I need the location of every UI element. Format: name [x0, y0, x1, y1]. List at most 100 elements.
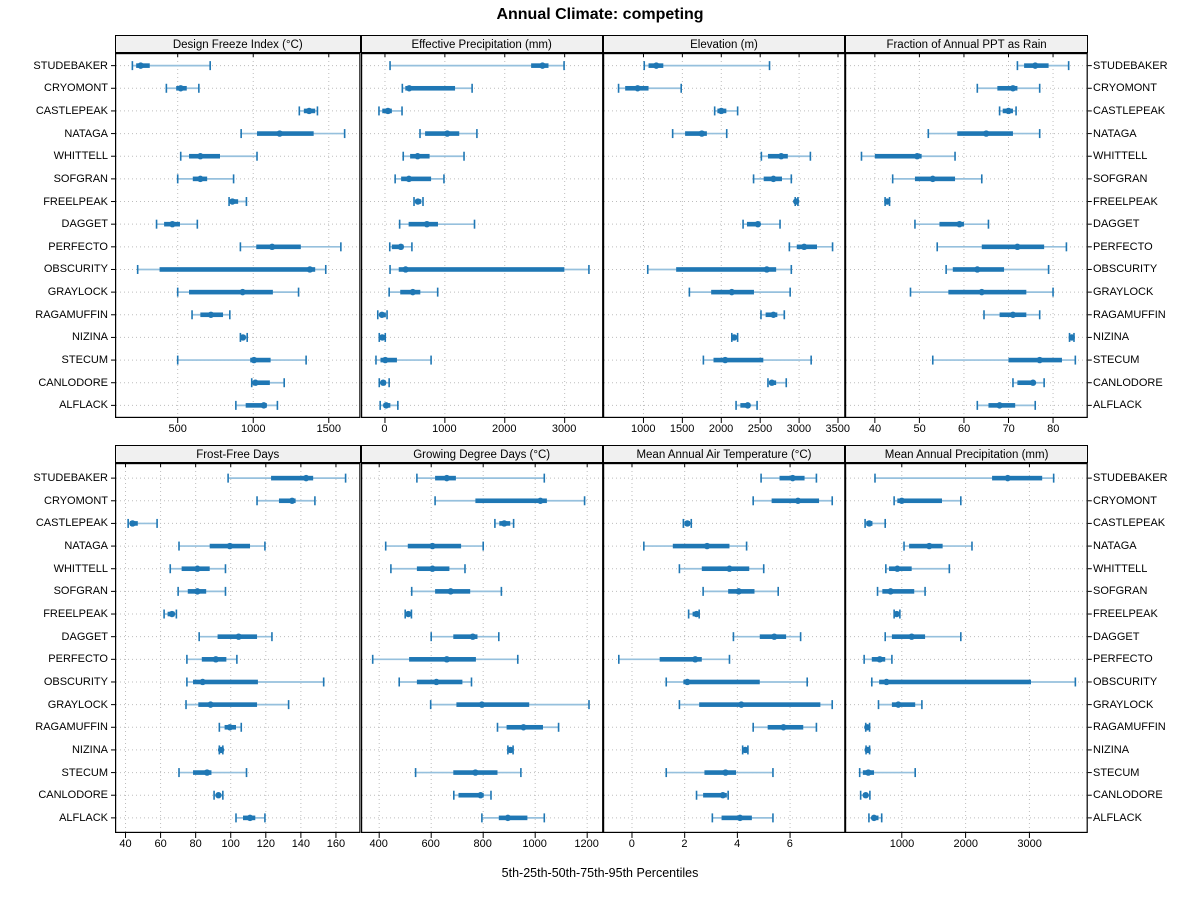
series-perfecto [603, 654, 845, 664]
series-stecum [846, 355, 1087, 365]
panel-header-frost-free-days: Frost-Free Days [115, 445, 361, 463]
site-label-right-sofgran: SOFGRAN [1093, 585, 1148, 598]
series-nataga [116, 541, 360, 551]
site-label-right-studebaker: STUDEBAKER [1093, 59, 1168, 72]
tick-label: 1500 [669, 423, 695, 435]
site-label-left-castlepeak: CASTLEPEAK [35, 104, 108, 117]
series-dagget [603, 219, 845, 229]
site-label-left-obscurity: OBSCURITY [43, 263, 108, 276]
tick-label: 600 [421, 838, 440, 850]
panel-header-effective-precipitation-mm: Effective Precipitation (mm) [360, 35, 603, 53]
site-label-right-canlodore: CANLODORE [1093, 789, 1163, 802]
series-sofgran [116, 586, 360, 596]
series-perfecto [361, 654, 602, 664]
series-obscurity [361, 264, 602, 274]
panel-header-mean-annual-precipitation-mm: Mean Annual Precipitation (mm) [845, 445, 1088, 463]
site-label-left-canlodore: CANLODORE [38, 376, 108, 389]
series-obscurity [116, 264, 360, 274]
series-castlepeak [116, 518, 360, 528]
series-cryomont [361, 83, 602, 93]
site-label-left-stecum: STECUM [61, 766, 108, 779]
series-alflack [603, 400, 845, 410]
tick-label: 1000 [631, 423, 656, 435]
site-label-left-dagget: DAGGET [61, 218, 108, 231]
series-studebaker [116, 61, 360, 71]
site-label-right-nataga: NATAGA [1093, 127, 1137, 140]
series-alflack [116, 400, 360, 410]
site-label-right-alflack: ALFLACK [1093, 811, 1142, 824]
series-nataga [361, 541, 602, 551]
tick-label: 40 [119, 838, 132, 850]
series-sofgran [603, 586, 845, 596]
tick-label: 80 [189, 838, 202, 850]
series-stecum [603, 768, 845, 778]
series-graylock [846, 287, 1087, 297]
site-label-left-nataga: NATAGA [64, 540, 108, 553]
tick-label: 1000 [889, 838, 915, 850]
panel-plot-frost-free-days [111, 463, 361, 838]
tick-label: 3000 [1017, 838, 1042, 850]
site-label-left-freelpeak: FREELPEAK [43, 608, 108, 621]
series-cryomont [116, 83, 360, 93]
series-cryomont [361, 496, 602, 506]
series-dagget [361, 632, 602, 642]
series-sofgran [361, 586, 602, 596]
tick-label: 160 [326, 838, 346, 850]
site-label-right-canlodore: CANLODORE [1093, 376, 1163, 389]
series-dagget [846, 219, 1087, 229]
series-graylock [603, 700, 845, 710]
tick-label: 1000 [522, 838, 547, 850]
site-label-left-sofgran: SOFGRAN [53, 172, 108, 185]
tick-label: 2000 [708, 423, 734, 435]
series-stecum [116, 355, 360, 365]
series-graylock [116, 700, 360, 710]
site-label-left-perfecto: PERFECTO [48, 653, 108, 666]
panel-plot-effective-precipitation-mm [360, 53, 603, 423]
site-label-left-dagget: DAGGET [61, 630, 108, 643]
site-label-right-graylock: GRAYLOCK [1093, 286, 1154, 299]
series-ragamuffin [116, 310, 360, 320]
series-dagget [116, 219, 360, 229]
site-label-left-alflack: ALFLACK [59, 811, 108, 824]
series-nataga [603, 541, 845, 551]
series-studebaker [846, 473, 1087, 483]
site-label-right-perfecto: PERFECTO [1093, 240, 1153, 253]
site-label-right-whittell: WHITTELL [1093, 562, 1148, 575]
series-nizina [361, 332, 602, 342]
series-studebaker [361, 61, 602, 71]
series-studebaker [603, 473, 845, 483]
series-obscurity [361, 677, 602, 687]
site-label-left-ragamuffin: RAGAMUFFIN [35, 308, 108, 321]
series-studebaker [846, 61, 1087, 71]
site-label-left-nizina: NIZINA [71, 743, 108, 756]
series-stecum [116, 768, 360, 778]
tick-label: 1200 [574, 838, 599, 850]
tick-label: 60 [958, 423, 971, 435]
series-obscurity [846, 264, 1087, 274]
site-label-left-stecum: STECUM [61, 354, 108, 367]
tick-label: 1500 [316, 423, 341, 435]
site-label-right-whittell: WHITTELL [1093, 150, 1148, 163]
tick-label: 400 [369, 838, 388, 850]
site-label-right-studebaker: STUDEBAKER [1093, 472, 1168, 485]
series-cryomont [603, 83, 845, 93]
site-label-left-obscurity: OBSCURITY [43, 675, 108, 688]
series-perfecto [361, 242, 602, 252]
tick-label: 2500 [747, 423, 773, 435]
series-sofgran [846, 586, 1087, 596]
site-label-right-graylock: GRAYLOCK [1093, 698, 1154, 711]
series-canlodore [846, 378, 1087, 388]
series-nizina [846, 332, 1087, 342]
site-label-left-cryomont: CRYOMONT [44, 82, 108, 95]
series-whittell [846, 564, 1087, 574]
series-ragamuffin [361, 310, 602, 320]
series-obscurity [846, 677, 1087, 687]
site-label-left-graylock: GRAYLOCK [47, 698, 108, 711]
site-label-left-nataga: NATAGA [64, 127, 108, 140]
series-studebaker [603, 61, 845, 71]
site-label-left-canlodore: CANLODORE [38, 789, 108, 802]
series-perfecto [603, 242, 845, 252]
tick-label: 50 [913, 423, 926, 435]
panel-plot-design-freeze-index-c [111, 53, 361, 423]
